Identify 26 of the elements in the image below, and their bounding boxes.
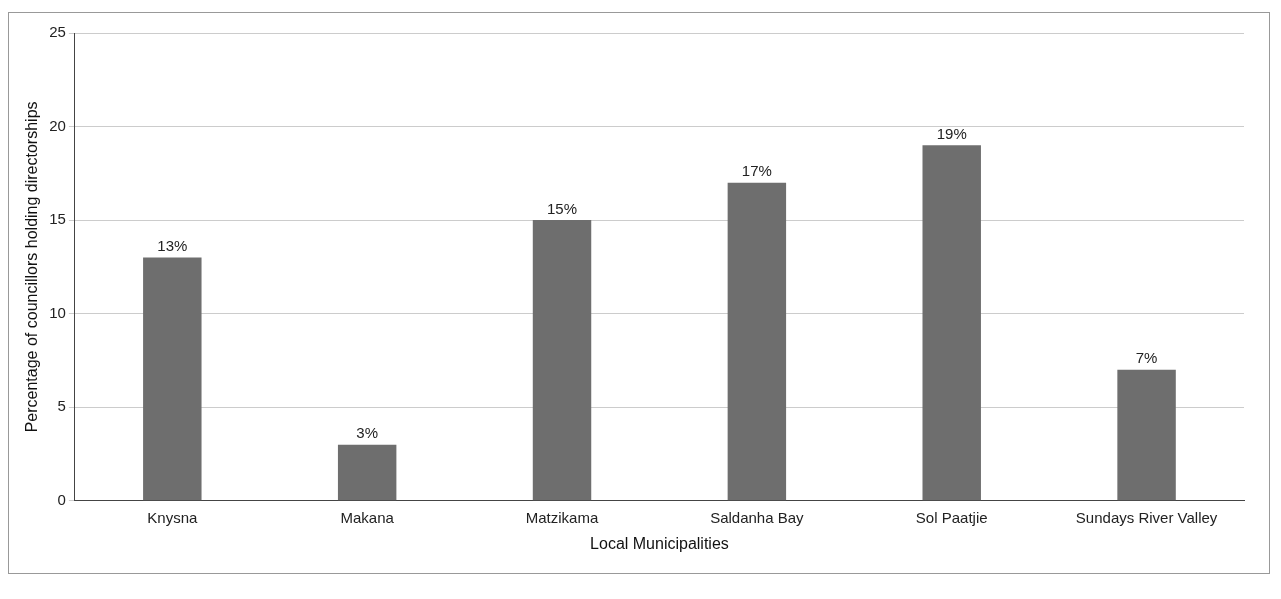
y-tick-label: 10 bbox=[49, 303, 66, 321]
x-tick-label: Sol Paatjie bbox=[915, 508, 988, 526]
data-label: 19% bbox=[936, 124, 967, 142]
x-tick-label: Sundays River Valley bbox=[1075, 508, 1218, 526]
y-tick-label: 0 bbox=[57, 490, 66, 508]
bar bbox=[337, 444, 397, 501]
y-tick-label: 20 bbox=[49, 116, 66, 134]
x-tick-label: Knysna bbox=[147, 508, 198, 526]
data-label: 3% bbox=[356, 424, 379, 442]
x-tick-label: Saldanha Bay bbox=[710, 508, 805, 526]
y-tick-label: 25 bbox=[49, 23, 66, 41]
y-tick-label: 5 bbox=[57, 397, 66, 415]
bar bbox=[532, 220, 592, 501]
data-label: 15% bbox=[547, 199, 578, 217]
data-label: 7% bbox=[1135, 349, 1158, 367]
bar bbox=[922, 145, 981, 501]
x-tick-label: Makana bbox=[340, 508, 395, 526]
bar bbox=[143, 257, 202, 501]
x-axis-title: Local Municipalities bbox=[590, 534, 729, 552]
y-tick-label: 15 bbox=[49, 210, 66, 228]
bar bbox=[727, 182, 787, 501]
data-label: 13% bbox=[157, 237, 188, 255]
data-label: 17% bbox=[741, 162, 772, 180]
y-axis-title: Percentage of councillors holding directorships bbox=[23, 101, 41, 433]
x-tick-label: Matzikama bbox=[525, 508, 599, 526]
bar bbox=[1117, 369, 1176, 501]
